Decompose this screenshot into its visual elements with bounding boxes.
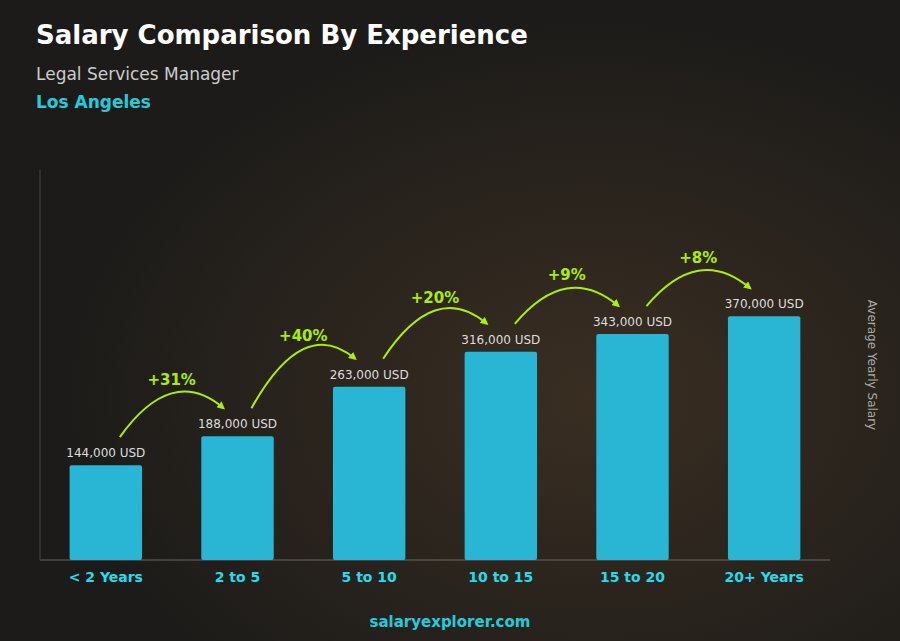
category-label: 5 to 10 [342,569,398,585]
category-label: < 2 Years [69,569,143,585]
change-arrow [383,308,487,359]
change-arrow [120,392,224,438]
change-label: +31% [147,371,195,389]
location: Los Angeles [36,92,151,112]
bar [596,334,668,560]
value-label: 316,000 USD [461,333,540,347]
change-arrow [252,345,356,408]
value-label: 343,000 USD [593,315,672,329]
background [0,0,900,641]
footer: salaryexplorer.com [370,613,531,631]
y-axis-label: Average Yearly Salary [865,300,879,430]
change-label: +40% [279,327,327,345]
bar [465,352,537,560]
category-label: 10 to 15 [468,569,533,585]
value-label: 188,000 USD [198,417,277,431]
bars [70,316,801,560]
category-label: 15 to 20 [600,569,665,585]
category-label: 2 to 5 [215,569,261,585]
chart-container: Salary Comparison By Experience Legal Ser… [0,0,900,641]
change-label: +20% [411,289,459,307]
change-label: +8% [679,249,717,267]
chart: Salary Comparison By Experience Legal Ser… [0,0,900,641]
change-arrow [647,270,751,306]
y-axis-line [40,170,41,560]
bar [70,465,142,560]
bar [333,387,405,560]
subtitle: Legal Services Manager [36,64,239,84]
x-axis-line [40,560,830,561]
category-label: 20+ Years [725,569,804,585]
value-label: 144,000 USD [66,446,145,460]
value-label: 263,000 USD [330,368,409,382]
bar [728,316,800,560]
bar [201,436,273,560]
change-arrow [515,288,619,324]
title: Salary Comparison By Experience [36,20,528,50]
value-label: 370,000 USD [725,297,804,311]
change-label: +9% [548,266,586,284]
